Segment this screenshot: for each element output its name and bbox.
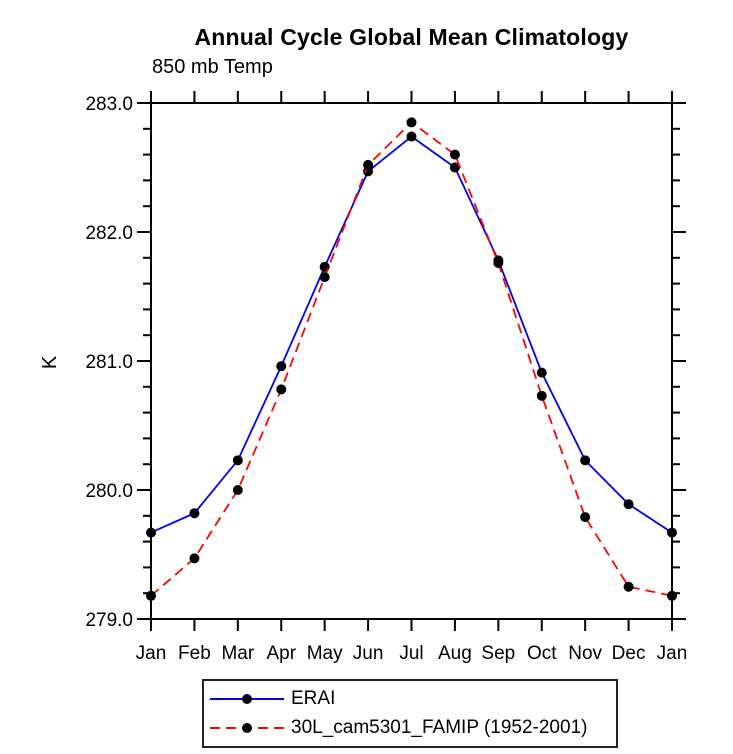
data-point-marker (232, 485, 243, 495)
x-tick-label: Feb (178, 643, 211, 664)
data-point-marker (406, 117, 417, 128)
legend-item-erai: ERAI (208, 688, 616, 710)
legend-line-sample-solid (210, 694, 284, 704)
legend: ERAI 30L_cam5301_FAMIP (1952-2001) (202, 679, 618, 748)
data-point-marker (319, 272, 330, 283)
series-line-30L_cam5301_FAMIP-1952-2001- (150, 121, 673, 597)
chart-title: Annual Cycle Global Mean Climatology (194, 24, 629, 50)
data-point-marker (276, 361, 287, 372)
data-point-marker (667, 527, 677, 538)
x-tick-label: Jun (353, 643, 384, 664)
y-tick-label: 282.0 (85, 223, 133, 244)
data-point-marker (363, 159, 374, 170)
legend-item-famip: 30L_cam5301_FAMIP (1952-2001) (208, 717, 616, 739)
data-point-marker (580, 512, 591, 523)
data-point-marker (449, 149, 460, 160)
x-tick-label: May (307, 643, 343, 664)
x-tick-label: Mar (221, 643, 254, 664)
legend-line-sample-dashed (210, 723, 284, 733)
y-tick-label: 280.0 (85, 481, 133, 502)
x-tick-label: Jan (657, 643, 688, 664)
data-point-marker (449, 162, 460, 173)
x-tick-label: Jul (399, 643, 423, 664)
plot-frame (150, 102, 673, 620)
y-tick-label: 279.0 (85, 610, 133, 631)
data-point-marker (536, 367, 547, 378)
x-tick-label: Sep (481, 643, 515, 664)
data-point-marker (276, 384, 287, 395)
data-point-marker (536, 390, 547, 401)
data-point-marker (493, 257, 504, 268)
y-tick-label: 281.0 (85, 352, 133, 373)
x-tick-label: Nov (568, 643, 602, 664)
data-point-marker (623, 499, 634, 510)
x-tick-label: Jan (136, 643, 167, 664)
x-tick-label: Oct (527, 643, 557, 664)
x-tick-label: Dec (612, 643, 646, 664)
data-point-marker (146, 590, 156, 601)
legend-marker-icon (242, 723, 252, 733)
data-point-marker (232, 455, 243, 466)
data-point-marker (146, 527, 156, 538)
data-point-marker (580, 455, 591, 466)
y-tick-label: 283.0 (85, 94, 133, 115)
data-point-marker (623, 581, 634, 592)
legend-marker-icon (242, 694, 252, 704)
x-tick-label: Apr (266, 643, 296, 664)
chart-subtitle: 850 mb Temp (152, 56, 273, 78)
data-point-marker (667, 590, 677, 601)
x-tick-label: Aug (438, 643, 472, 664)
series-line-ERAI (150, 135, 673, 534)
data-point-marker (406, 131, 417, 142)
legend-label: 30L_cam5301_FAMIP (1952-2001) (291, 717, 588, 738)
legend-label: ERAI (291, 688, 336, 709)
data-point-marker (189, 553, 200, 564)
data-point-marker (189, 508, 200, 519)
